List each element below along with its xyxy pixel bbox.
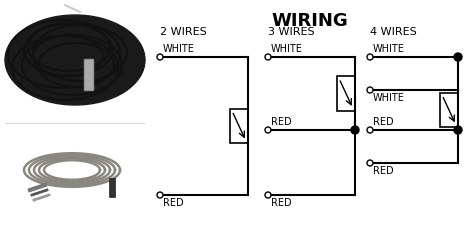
Text: WIRING: WIRING xyxy=(272,12,348,30)
Text: WHITE: WHITE xyxy=(373,93,405,103)
Bar xyxy=(337,76,355,111)
Circle shape xyxy=(367,54,373,60)
Text: RED: RED xyxy=(373,117,393,127)
Text: WHITE: WHITE xyxy=(373,44,405,54)
Circle shape xyxy=(367,87,373,93)
Circle shape xyxy=(157,192,163,198)
Text: 2 WIRES: 2 WIRES xyxy=(160,27,207,37)
Ellipse shape xyxy=(5,15,145,105)
Circle shape xyxy=(454,126,462,134)
FancyBboxPatch shape xyxy=(109,179,116,197)
Circle shape xyxy=(157,54,163,60)
FancyBboxPatch shape xyxy=(84,59,94,91)
Text: RED: RED xyxy=(163,198,183,208)
Text: RED: RED xyxy=(373,166,393,176)
Text: 4 WIRES: 4 WIRES xyxy=(370,27,417,37)
Bar xyxy=(440,93,458,127)
Circle shape xyxy=(265,54,271,60)
Text: WHITE: WHITE xyxy=(163,44,195,54)
Text: RED: RED xyxy=(271,198,292,208)
Text: 3 WIRES: 3 WIRES xyxy=(268,27,315,37)
Circle shape xyxy=(454,53,462,61)
Circle shape xyxy=(265,192,271,198)
Circle shape xyxy=(367,127,373,133)
Circle shape xyxy=(367,160,373,166)
Text: RED: RED xyxy=(271,117,292,127)
Text: WHITE: WHITE xyxy=(271,44,303,54)
Circle shape xyxy=(351,126,359,134)
Bar xyxy=(230,109,248,143)
Circle shape xyxy=(265,127,271,133)
